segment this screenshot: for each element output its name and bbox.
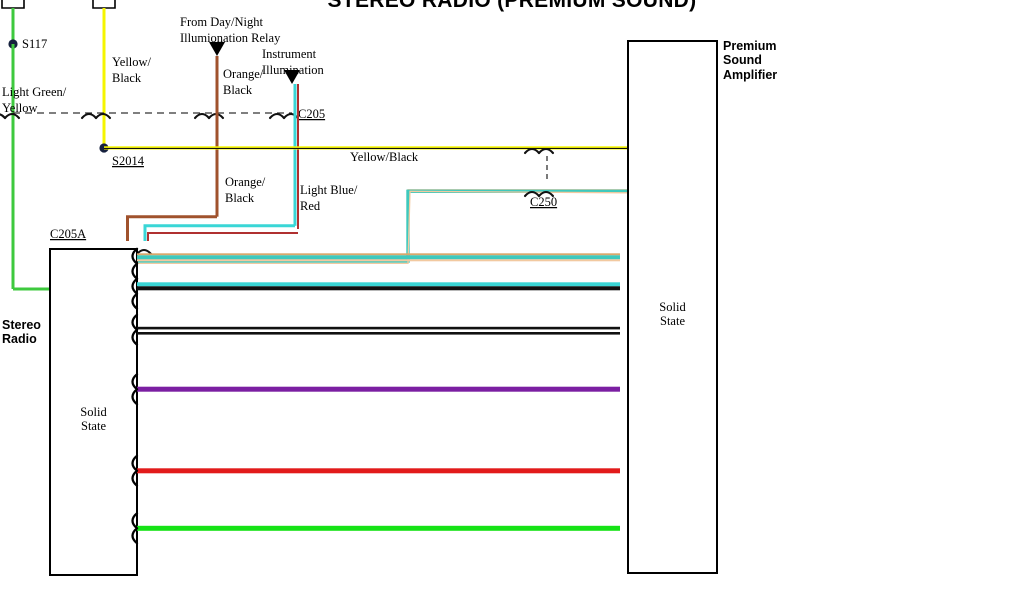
svg-text:Black: Black bbox=[223, 83, 253, 97]
svg-text:Light Green/: Light Green/ bbox=[2, 85, 67, 99]
svg-text:S117: S117 bbox=[22, 37, 47, 51]
svg-text:From Day/Night: From Day/Night bbox=[180, 15, 264, 29]
svg-text:Yellow/Black: Yellow/Black bbox=[350, 150, 419, 164]
svg-text:Red: Red bbox=[300, 199, 321, 213]
svg-text:Orange/: Orange/ bbox=[223, 67, 264, 81]
svg-text:C250: C250 bbox=[530, 195, 557, 209]
svg-text:C205A: C205A bbox=[50, 227, 86, 241]
svg-text:Black: Black bbox=[225, 191, 255, 205]
svg-text:Light Blue/: Light Blue/ bbox=[300, 183, 358, 197]
svg-text:Black: Black bbox=[112, 71, 142, 85]
svg-text:Orange/: Orange/ bbox=[225, 175, 266, 189]
svg-text:S2014: S2014 bbox=[112, 154, 145, 168]
svg-text:Illumionation Relay: Illumionation Relay bbox=[180, 31, 281, 45]
svg-text:Yellow/: Yellow/ bbox=[112, 55, 152, 69]
svg-text:Instrument: Instrument bbox=[262, 47, 317, 61]
svg-text:C205: C205 bbox=[298, 107, 325, 121]
svg-text:Illumination: Illumination bbox=[262, 63, 325, 77]
